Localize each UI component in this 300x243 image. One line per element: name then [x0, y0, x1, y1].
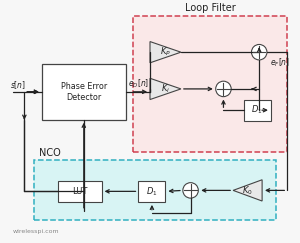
- Polygon shape: [150, 42, 181, 63]
- Text: $D_1$: $D_1$: [251, 104, 263, 116]
- Text: Phase Error: Phase Error: [61, 81, 107, 90]
- Polygon shape: [233, 180, 262, 201]
- Text: $K_P$: $K_P$: [160, 46, 171, 58]
- Circle shape: [251, 44, 267, 60]
- Bar: [244, 100, 271, 121]
- Text: $D_1$: $D_1$: [146, 185, 158, 198]
- Text: $K_i$: $K_i$: [161, 83, 170, 95]
- Circle shape: [183, 183, 198, 198]
- Polygon shape: [150, 78, 181, 100]
- Text: $s[n]$: $s[n]$: [10, 79, 26, 91]
- Text: NCO: NCO: [39, 148, 61, 157]
- Text: $e_D[n]$: $e_D[n]$: [128, 78, 149, 90]
- Bar: [42, 64, 126, 120]
- Text: LUT: LUT: [72, 187, 88, 196]
- Bar: [138, 181, 166, 202]
- Text: $e_F[n]$: $e_F[n]$: [270, 57, 290, 69]
- Text: wirelesspi.com: wirelesspi.com: [13, 229, 59, 234]
- Bar: [133, 17, 287, 152]
- Text: Detector: Detector: [66, 93, 101, 102]
- Text: $K_0$: $K_0$: [242, 184, 253, 197]
- Circle shape: [216, 81, 231, 97]
- Text: Loop Filter: Loop Filter: [184, 3, 235, 13]
- Bar: [58, 181, 102, 202]
- Bar: [34, 160, 276, 220]
